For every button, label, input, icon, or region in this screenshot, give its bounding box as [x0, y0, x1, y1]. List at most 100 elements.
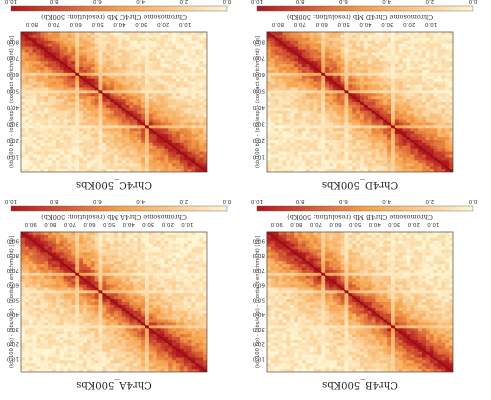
heatmap-cell — [406, 151, 411, 155]
heatmap-cell — [293, 136, 298, 140]
heatmap-cell — [156, 119, 161, 123]
heatmap-cell — [382, 40, 388, 44]
heatmap-cell — [183, 151, 188, 155]
heatmap-cell — [297, 157, 302, 161]
heatmap-cell — [63, 168, 68, 172]
heatmap-cell — [148, 57, 153, 62]
heatmap-cell — [336, 63, 341, 67]
heatmap-cell — [289, 151, 295, 155]
heatmap-cell — [282, 133, 287, 137]
heatmap-cell — [394, 89, 399, 94]
heatmap-cell — [70, 124, 76, 129]
heatmap-cell — [324, 46, 329, 50]
heatmap-cell — [74, 87, 80, 91]
heatmap-cell — [109, 92, 114, 97]
heatmap-cell — [371, 145, 376, 149]
heatmap-cell — [313, 154, 318, 158]
heatmap-cell — [332, 87, 337, 91]
heatmap-cell — [136, 359, 142, 364]
heatmap-cell — [187, 107, 192, 111]
heatmap-cell — [406, 72, 411, 76]
heatmap-cell — [409, 84, 415, 88]
heatmap-cell — [332, 139, 337, 143]
heatmap-cell — [367, 92, 372, 97]
heatmap-cell — [413, 101, 419, 105]
heatmap-cell — [409, 54, 415, 59]
heatmap-cell — [136, 354, 142, 358]
heatmap-cell — [270, 116, 275, 120]
heatmap-cell — [332, 69, 337, 73]
heatmap-cell — [313, 148, 318, 152]
heatmap-cell — [82, 365, 87, 370]
heatmap-cell — [179, 145, 184, 149]
heatmap-cell — [109, 75, 114, 79]
heatmap-cell — [67, 60, 72, 65]
heatmap-cell — [320, 89, 326, 94]
heatmap-cell — [152, 362, 157, 367]
heatmap-cell — [332, 157, 337, 161]
heatmap-cell — [336, 119, 341, 123]
heatmap-cell — [347, 49, 353, 53]
heatmap-cell — [156, 130, 161, 135]
heatmap-cell — [179, 168, 184, 172]
heatmap-cell — [309, 87, 314, 91]
heatmap-cell — [90, 63, 95, 67]
heatmap-cell — [129, 31, 134, 35]
heatmap-cell — [183, 139, 188, 143]
heatmap-cell — [101, 119, 107, 123]
heatmap-cell — [347, 37, 353, 41]
heatmap-cell — [440, 98, 446, 102]
heatmap-cell — [32, 104, 37, 108]
heatmap-cell — [301, 84, 306, 88]
heatmap-cell — [163, 34, 169, 38]
heatmap-cell — [175, 157, 180, 161]
heatmap-cell — [297, 130, 302, 135]
heatmap-cell — [98, 72, 103, 76]
heatmap-cell — [109, 357, 114, 361]
heatmap-cell — [289, 40, 295, 44]
heatmap-cell — [82, 168, 87, 172]
heatmap-cell — [402, 124, 407, 129]
heatmap-cell — [363, 63, 368, 67]
heatmap-cell — [402, 34, 407, 38]
heatmap-cell — [336, 130, 341, 135]
heatmap-cell — [386, 151, 391, 155]
heatmap-cell — [90, 72, 95, 76]
heatmap-cell — [316, 116, 322, 120]
heatmap-cell — [70, 368, 76, 372]
heatmap-cell — [382, 89, 388, 94]
heatmap-cell — [70, 116, 76, 120]
heatmap-cell — [293, 43, 298, 47]
heatmap-cell — [90, 365, 95, 370]
heatmap-cell — [444, 69, 450, 73]
heatmap-cell — [121, 81, 126, 85]
heatmap-cell — [293, 40, 298, 44]
heatmap-cell — [24, 104, 29, 108]
heatmap-cell — [394, 162, 399, 167]
heatmap-cell — [59, 98, 64, 102]
heatmap-cell — [328, 84, 333, 88]
heatmap-cell — [332, 98, 337, 102]
heatmap-cell — [336, 148, 341, 152]
heatmap-cell — [39, 119, 45, 123]
heatmap-cell — [175, 66, 180, 70]
heatmap-cell — [109, 69, 114, 73]
heatmap-cell — [125, 34, 130, 38]
heatmap-cell — [417, 78, 422, 82]
heatmap-cell — [179, 63, 184, 67]
heatmap-cell — [129, 78, 134, 82]
heatmap-cell — [332, 89, 337, 94]
heatmap-cell — [152, 89, 157, 94]
heatmap-cell — [94, 84, 99, 88]
heatmap-cell — [378, 136, 384, 140]
heatmap-cell — [448, 154, 453, 158]
heatmap-cell — [375, 54, 380, 59]
heatmap-cell — [194, 107, 200, 111]
heatmap-cell — [175, 362, 180, 367]
heatmap-cell — [417, 122, 422, 126]
heatmap-cell — [43, 72, 49, 76]
heatmap-cell — [28, 136, 33, 140]
heatmap-cell — [136, 52, 142, 56]
heatmap-cell — [382, 78, 388, 82]
heatmap-cell — [417, 49, 422, 53]
